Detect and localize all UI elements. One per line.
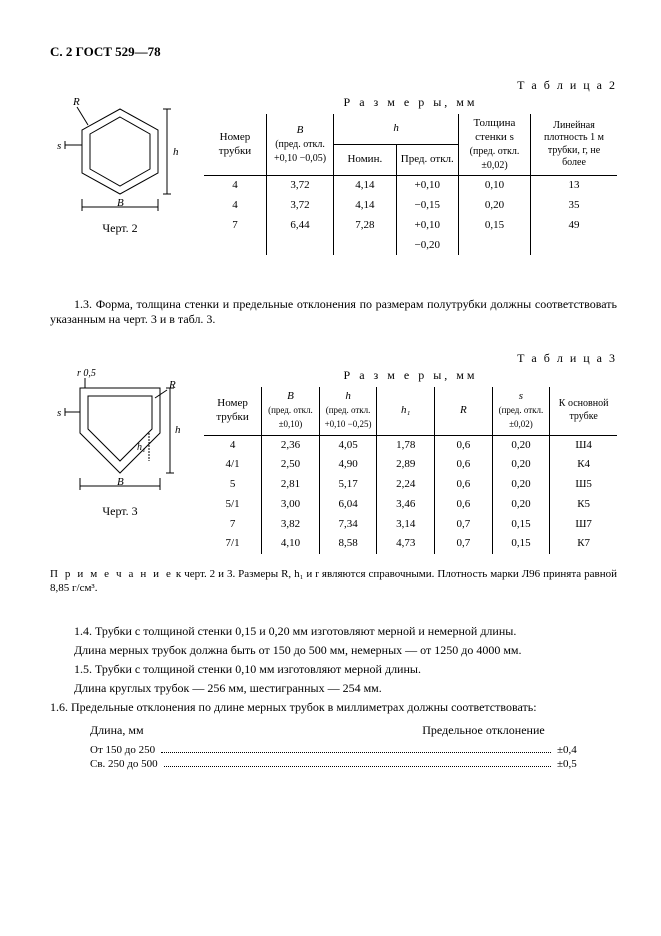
fig2-R: R <box>72 96 80 108</box>
t3-col-s-tol: (пред. откл. ±0,02) <box>499 405 544 429</box>
t2-col-h-nom: Номин. <box>334 145 396 176</box>
table3-label: Т а б л и ц а 3 <box>50 351 617 366</box>
page-header: С. 2 ГОСТ 529—78 <box>50 44 617 60</box>
table-row: 73,827,343,140,70,15Ш7 <box>204 515 617 535</box>
table3-caption: Р а з м е р ы, мм <box>204 368 617 383</box>
table2-label: Т а б л и ц а 2 <box>50 78 617 93</box>
fig2-caption: Черт. 2 <box>50 221 190 236</box>
table-row: 7/14,108,584,730,70,15К7 <box>204 534 617 554</box>
fig2-h: h <box>173 146 179 158</box>
t2-col-s-tol: (пред. откл. ±0,02) <box>470 146 520 171</box>
fig2-s: s <box>57 140 61 152</box>
t3-col-to: К основной трубке <box>550 387 617 435</box>
deviation-row: Св. 250 до 500±0,5 <box>50 758 617 772</box>
table-row: 52,815,172,240,60,20Ш5 <box>204 475 617 495</box>
deviation-row: От 150 до 250±0,4 <box>50 744 617 758</box>
fig3-s: s <box>57 407 61 419</box>
fig3-caption: Черт. 3 <box>50 504 190 519</box>
table-row: 42,364,051,780,60,20Ш4 <box>204 435 617 455</box>
t2-col-B: B <box>297 124 304 136</box>
table2-caption: Р а з м е р ы, мм <box>204 95 617 110</box>
dev-head-l: Длина, мм <box>50 723 350 738</box>
table-row: 4/12,504,902,890,60,20К4 <box>204 455 617 475</box>
deviation-block: Длина, мм Предельное отклонение От 150 д… <box>50 723 617 773</box>
table-row: 43,724,14+0,100,1013 <box>204 176 617 196</box>
table-3: Номер трубки B (пред. откл. ±0,10) h (пр… <box>204 387 617 554</box>
t3-col-R: R <box>435 387 493 435</box>
figure-3: r 0,5 R s h₁ h B Черт. 3 <box>50 368 190 519</box>
t2-col-dens: Линейная плотность 1 м трубки, г, не бол… <box>531 114 618 176</box>
para-1-6: 1.6. Предельные отклонения по длине мерн… <box>50 700 617 715</box>
t2-col-h-tol: Пред. откл. <box>396 145 458 176</box>
para-1-5a: 1.5. Трубки с толщиной стенки 0,10 мм из… <box>50 662 617 677</box>
t3-col-h: h <box>345 390 351 402</box>
figure-2: R s h B Черт. 2 <box>50 95 190 236</box>
table-row: 76,447,28+0,100,1549 <box>204 216 617 236</box>
para-1-4a: 1.4. Трубки с толщиной стенки 0,15 и 0,2… <box>50 624 617 639</box>
t2-col-B-tol: (пред. откл. +0,10 −0,05) <box>274 139 326 164</box>
t2-col-s: Толщина стенки s <box>474 117 516 143</box>
table-row: −0,20 <box>204 236 617 256</box>
t3-col-h1: h₁ <box>377 387 435 435</box>
note: П р и м е ч а н и е к черт. 2 и 3. Разме… <box>50 568 617 596</box>
dev-head-r: Предельное отклонение <box>350 723 617 738</box>
t3-col-B-tol: (пред. откл. ±0,10) <box>268 405 313 429</box>
para-1-5b: Длина круглых трубок — 256 мм, шестигран… <box>50 681 617 696</box>
para-1-3: 1.3. Форма, толщина стенки и предельные … <box>50 297 617 327</box>
table-2: Номер трубки B (пред. откл. +0,10 −0,05)… <box>204 114 617 255</box>
t2-col-tube: Номер трубки <box>219 131 251 157</box>
t3-col-s: s <box>519 390 523 402</box>
t3-col-B: B <box>287 390 294 402</box>
table-row: 5/13,006,043,460,60,20К5 <box>204 495 617 515</box>
t2-col-h: h <box>334 114 459 144</box>
fig3-h: h <box>175 424 181 436</box>
fig2-B: B <box>117 197 124 209</box>
t3-col-tube: Номер трубки <box>204 387 262 435</box>
t3-col-h-tol: (пред. откл. +0,10 −0,25) <box>325 405 372 429</box>
table-row: 43,724,14−0,150,2035 <box>204 196 617 216</box>
para-1-4b: Длина мерных трубок должна быть от 150 д… <box>50 643 617 658</box>
fig3-r: r 0,5 <box>77 368 96 379</box>
fig3-B: B <box>117 476 124 488</box>
fig3-h1: h₁ <box>137 442 145 453</box>
fig3-R: R <box>168 379 176 391</box>
